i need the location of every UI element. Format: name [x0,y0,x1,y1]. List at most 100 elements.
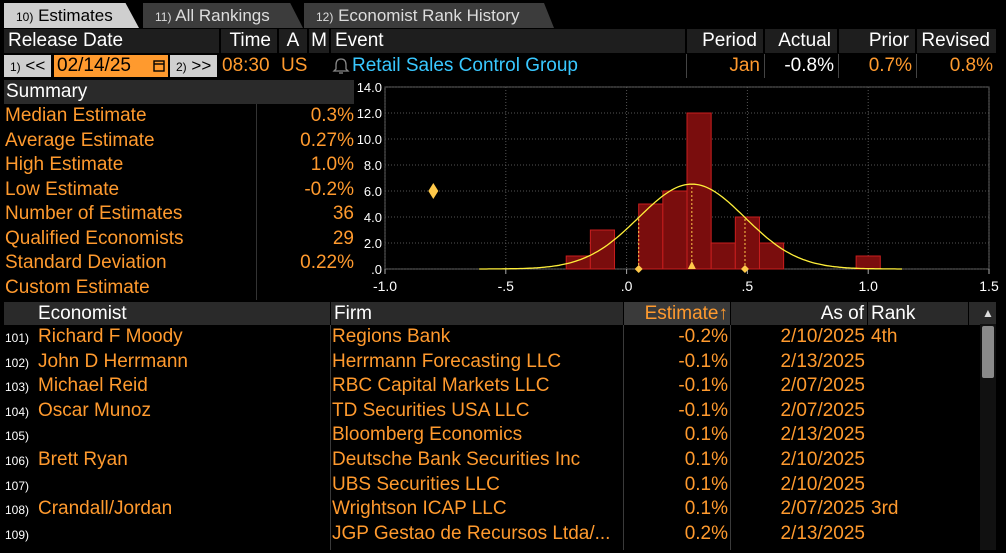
economist-name: Michael Reid [38,375,148,397]
estimate-header-label: Estimate [644,303,719,324]
header-a: A [279,29,307,53]
firm-name: TD Securities USA LLC [332,399,530,421]
rank-value: 4th [871,326,898,347]
normal-distribution-curve [479,183,902,270]
tab-label: All Rankings [175,6,270,25]
column-header-firm[interactable]: Firm [331,302,623,325]
button-number: 1) [10,60,21,74]
column-header-rank[interactable]: Rank [868,302,968,325]
firm-name: Herrmann Forecasting LLC [332,350,562,372]
summary-label: Median Estimate [5,105,147,126]
estimate-value: -0.1% [678,399,728,421]
column-header-as-of[interactable]: As of [731,302,867,325]
summary-label: Average Estimate [5,129,155,151]
std-dev-marker [740,265,749,273]
summary-title: Summary [4,80,354,104]
row-number: 106) [5,454,30,468]
firm-name: Wrightson ICAP LLC [332,498,507,520]
header-release-date: Release Date [4,29,219,53]
tab-estimates[interactable]: 10) Estimates [4,3,139,28]
histogram-bar [662,190,688,270]
scrollbar-thumb[interactable] [982,326,994,378]
estimate-value: 0.2% [684,522,728,544]
y-tick-label: 4.0 [364,210,382,225]
estimate-value: 0.1% [684,424,728,446]
y-tick-label: 6.0 [364,184,382,199]
column-divider [764,54,765,78]
summary-label: High Estimate [5,154,124,175]
firm-name: JGP Gestao de Recursos Ltda/... [332,522,611,544]
as-of-date: 2/07/2025 [780,375,865,397]
firm-name: Bloomberg Economics [332,424,523,446]
summary-value: 0.22% [300,252,354,273]
sort-ascending-icon: ↑ [718,303,729,324]
summary-value: 0.3% [310,105,354,126]
header-period: Period [687,29,763,53]
y-tick-label: 8.0 [364,158,382,173]
economist-name: Richard F Moody [38,326,183,347]
summary-value: 1.0% [310,154,354,175]
chevrons-right-icon: >> [191,56,212,75]
release-prior: 0.7% [868,55,912,76]
row-number: 107) [5,478,30,493]
row-number: 104) [5,404,30,419]
table-scrollbar[interactable]: ▲ [980,302,996,550]
economist-name: Crandall/Jordan [38,498,173,520]
previous-release-button[interactable]: 1) << [4,55,51,77]
header-m: M [309,29,329,53]
column-header-estimate[interactable]: Estimate↑ [624,302,730,325]
column-divider [330,325,331,550]
release-date-input[interactable]: 02/14/25 [54,55,150,77]
mean-marker [687,261,696,269]
histogram-bar [686,112,712,270]
scroll-up-arrow-icon[interactable]: ▲ [980,302,996,324]
row-number: 103) [5,380,30,395]
firm-name: UBS Securities LLC [332,473,500,495]
as-of-date: 2/10/2025 [780,326,865,347]
row-number: 109) [5,527,30,542]
row-number: 108) [5,503,30,518]
column-divider [916,54,917,78]
x-tick-label: 1.5 [979,278,999,294]
header-revised: Revised [917,29,996,53]
tab-number: 10) [16,10,34,24]
tab-number: 12) [316,10,334,24]
next-release-button[interactable]: 2) >> [170,55,217,77]
as-of-date: 2/07/2025 [780,399,865,421]
histogram-bar [855,255,881,270]
header-spacer [969,302,980,325]
x-tick-label: 1.0 [858,278,878,294]
y-tick-label: 10.0 [357,132,382,147]
header-event: Event [331,29,685,53]
calendar-icon [153,60,165,72]
chevrons-left-icon: << [25,56,46,75]
std-dev-marker [634,265,643,273]
histogram-bar [734,216,760,270]
bell-icon[interactable] [332,56,350,76]
column-header-economist[interactable]: Economist [4,302,330,325]
estimate-value: -0.1% [678,350,728,372]
column-divider [838,54,839,78]
tab-all-rankings[interactable]: 11) All Rankings [143,3,303,28]
button-number: 2) [176,60,187,74]
x-tick-label: .0 [621,278,633,294]
tab-economist-rank-history[interactable]: 12) Economist Rank History [304,3,554,28]
estimate-value: 0.1% [684,449,728,470]
estimate-value: 0.1% [684,498,728,520]
y-tick-label: 12.0 [357,106,382,121]
header-actual: Actual [765,29,837,53]
summary-label: Qualified Economists [5,227,184,249]
as-of-date: 2/10/2025 [780,449,865,470]
summary-value: -0.2% [304,178,354,200]
tab-label: Economist Rank History [338,6,520,25]
event-link[interactable]: Retail Sales Control Group [352,55,578,76]
summary-value: 36 [332,203,354,224]
row-number: 102) [5,355,30,370]
as-of-date: 2/10/2025 [780,473,865,495]
histogram-bar [589,229,616,270]
summary-divider [256,104,257,300]
summary-value: 0.27% [300,129,354,151]
as-of-date: 2/13/2025 [780,522,865,544]
x-tick-label: -.5 [498,278,515,294]
calendar-button[interactable] [150,55,168,77]
